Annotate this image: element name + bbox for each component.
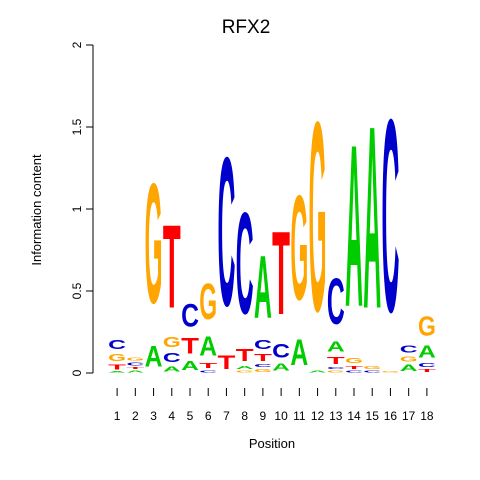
x-tick-label: 10	[274, 409, 288, 423]
logo-letter-c: C	[400, 344, 418, 355]
logo-letter-c: C	[236, 184, 254, 346]
logo-letter-c: C	[108, 337, 126, 352]
y-tick-label: 1	[70, 205, 84, 212]
x-axis-label: Position	[249, 436, 295, 451]
logo-letter-a: A	[236, 365, 254, 370]
logo-letter-c: C	[254, 337, 272, 352]
logo-letter-g: G	[290, 164, 308, 332]
logo-letter-g: G	[163, 335, 181, 351]
logo-letter-t: T	[126, 367, 144, 370]
x-tick-label: 1	[114, 409, 121, 423]
logo-letter-c: C	[126, 362, 144, 367]
logo-letter-c: C	[418, 362, 436, 369]
logo-letter-c: C	[363, 370, 381, 373]
logo-letter-g: G	[345, 357, 363, 365]
logo-letter-c: C	[181, 299, 199, 335]
logo-letter-a: A	[254, 237, 272, 336]
logo-letter-a: A	[126, 370, 144, 373]
x-tick-label: 17	[402, 409, 416, 423]
logo-letter-c: C	[327, 366, 345, 369]
logo-letter-g: G	[254, 368, 272, 373]
logo-letter-g: G	[126, 357, 144, 362]
x-axis: 1 2 3 4 5 6 7 8 9 10 11 12 13 14 15 16 17 18	[114, 388, 434, 423]
x-tick-label: 13	[329, 409, 343, 423]
logo-letter-t: T	[345, 365, 363, 370]
logo-letter-t: T	[418, 368, 436, 373]
y-axis: 0 0.5 1 1.5 2	[70, 41, 94, 376]
logo-letter-g: G	[418, 312, 436, 343]
logo-letter-c: C	[345, 370, 363, 373]
y-tick-label: 2	[70, 41, 84, 48]
x-tick-label: 16	[384, 409, 398, 423]
logo-letter-a: A	[181, 359, 199, 374]
x-tick-label: 3	[150, 409, 157, 423]
logo-letter-a: A	[199, 330, 217, 362]
logo-letter-g: G	[145, 147, 163, 339]
logo-letter-g: G	[108, 352, 126, 364]
logo-letter-t: T	[327, 355, 346, 367]
logo-letter-c: C	[327, 264, 345, 338]
x-tick-label: 12	[311, 409, 325, 423]
logo-letter-t: T	[236, 346, 254, 366]
logo-letter-a: A	[108, 371, 126, 373]
logo-letter-a: A	[145, 340, 163, 373]
x-tick-label: 6	[205, 409, 212, 423]
logo-letter-t: T	[181, 335, 199, 359]
logo-letter-g: G	[309, 65, 327, 368]
logo-letter-c: C	[382, 63, 400, 370]
logo-letter-a: A	[272, 362, 290, 373]
x-tick-label: 7	[223, 409, 230, 423]
logo-letter-c: C	[218, 114, 236, 351]
y-axis-label: Information content	[29, 154, 44, 266]
y-tick-label: 1.5	[70, 118, 84, 135]
x-tick-label: 5	[187, 409, 194, 423]
x-tick-label: 14	[347, 409, 361, 423]
logo-letter-g: G	[236, 370, 254, 373]
y-tick-label: 0.5	[70, 282, 84, 299]
logo-letter-t: T	[254, 352, 273, 364]
logo-letter-a: A	[290, 332, 308, 373]
logo-letter-t: T	[108, 363, 126, 371]
y-tick-label: 0	[70, 369, 84, 376]
logo-letter-c: C	[272, 340, 290, 362]
logo-letter-a: A	[163, 365, 181, 373]
logo-letter-a: A	[363, 72, 381, 363]
logo-letter-a: A	[345, 96, 363, 355]
logo-letter-a: A	[400, 363, 418, 373]
x-tick-label: 4	[168, 409, 175, 423]
logo-letter-c: C	[199, 370, 217, 373]
x-tick-label: 15	[366, 409, 380, 423]
chart-title: RFX2	[222, 17, 271, 38]
logo-letter-c: C	[254, 363, 272, 368]
x-tick-label: 8	[241, 409, 248, 423]
logo-letter-t: T	[163, 202, 181, 334]
logo-letter-t: T	[272, 208, 290, 340]
logo-letter-t: T	[218, 353, 236, 374]
logo-letter-a: A	[309, 370, 327, 373]
logo-letter-g: G	[382, 371, 400, 373]
logo-letter-g: G	[363, 365, 381, 370]
logo-letter-a: A	[327, 339, 345, 355]
x-tick-label: 2	[132, 409, 139, 423]
logo-letter-t: T	[199, 362, 217, 370]
logo-letter-a: A	[418, 342, 436, 362]
x-tick-label: 11	[293, 409, 306, 423]
logo-letter-g: G	[327, 370, 345, 373]
logo-letter-g: G	[400, 355, 418, 363]
x-tick-label: 18	[420, 409, 434, 423]
logo-letter-c: C	[163, 351, 181, 366]
logo-letter-g: G	[199, 274, 217, 331]
x-tick-label: 9	[260, 409, 267, 423]
